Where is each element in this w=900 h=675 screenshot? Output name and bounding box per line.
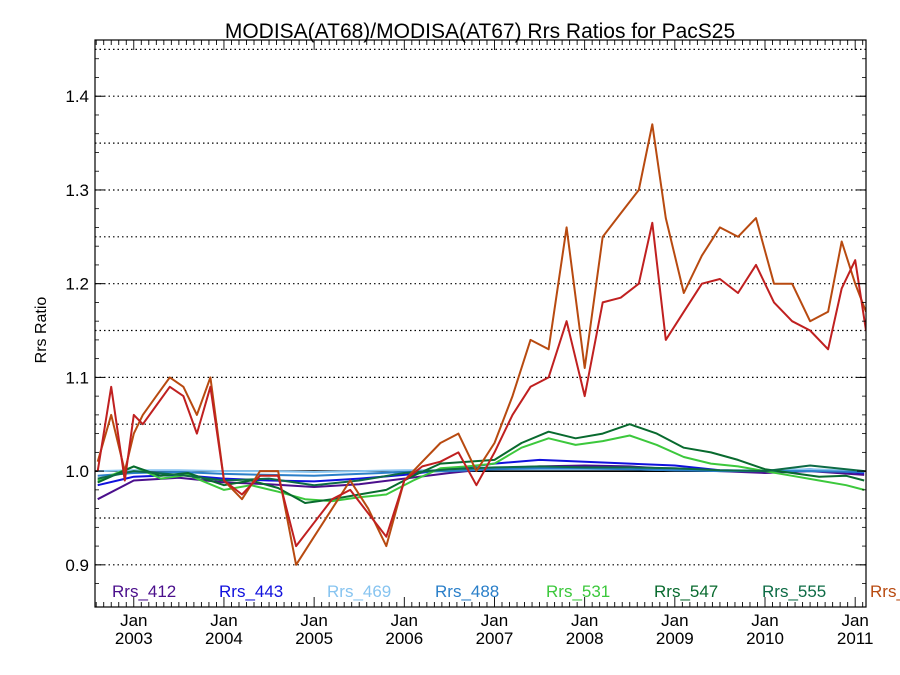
y-tick-label: 1.4 (65, 87, 89, 106)
x-tick-year: 2004 (205, 629, 243, 648)
y-tick-label: 1.1 (65, 368, 89, 387)
series-line-rrs-555 (97, 464, 865, 487)
plot-frame (94, 39, 867, 608)
chart-title: MODISA(AT68)/MODISA(AT67) Rrs Ratios for… (225, 20, 735, 43)
series-lines (96, 123, 866, 566)
legend-item: Rrs_555 (762, 582, 826, 601)
legend-item: Rrs_469 (327, 582, 391, 601)
x-tick-month: Jan (481, 611, 508, 630)
y-tick-label: 1.2 (65, 275, 89, 294)
gridlines (95, 48, 866, 566)
x-tick-year: 2009 (656, 629, 694, 648)
y-tick-label: 0.9 (65, 556, 89, 575)
series-line-rrs-531 (97, 434, 865, 503)
legend: Rrs_412 Rrs_443 Rrs_469 Rrs_488 Rrs_531 Rrs_5… (112, 582, 900, 601)
x-tick-month: Jan (210, 611, 237, 630)
x-tick-year: 2006 (385, 629, 423, 648)
x-tick-year: 2010 (746, 629, 784, 648)
x-tick-month: Jan (841, 611, 868, 630)
legend-item: Rrs_488 (435, 582, 499, 601)
x-tick-month: Jan (751, 611, 778, 630)
series-line-rrs-667 (96, 123, 866, 566)
x-tick-year: 2011 (837, 629, 874, 648)
y-tick-label: 1.0 (65, 462, 89, 481)
series-line-rrs-547 (97, 423, 865, 504)
x-tick-month: Jan (571, 611, 598, 630)
x-tick-year: 2008 (566, 629, 604, 648)
x-tick-month: Jan (661, 611, 688, 630)
y-axis-label: Rrs Ratio (33, 297, 50, 364)
x-tick-year: 2003 (115, 629, 153, 648)
legend-item: Rrs_547 (654, 582, 718, 601)
legend-item: Rrs_ (870, 582, 900, 601)
y-tick-label: 1.3 (65, 181, 89, 200)
x-tick-month: Jan (391, 611, 418, 630)
x-tick-month: Jan (300, 611, 327, 630)
x-tick-month: Jan (120, 611, 147, 630)
legend-item: Rrs_531 (546, 582, 610, 601)
x-tick-year: 2005 (295, 629, 333, 648)
x-tick-year: 2007 (476, 629, 514, 648)
series-line-rrs-678 (96, 221, 866, 548)
legend-item: Rrs_443 (219, 582, 283, 601)
axes: 0.91.01.11.21.31.4Jan2003Jan2004Jan2005J… (65, 39, 874, 648)
legend-item: Rrs_412 (112, 582, 176, 601)
